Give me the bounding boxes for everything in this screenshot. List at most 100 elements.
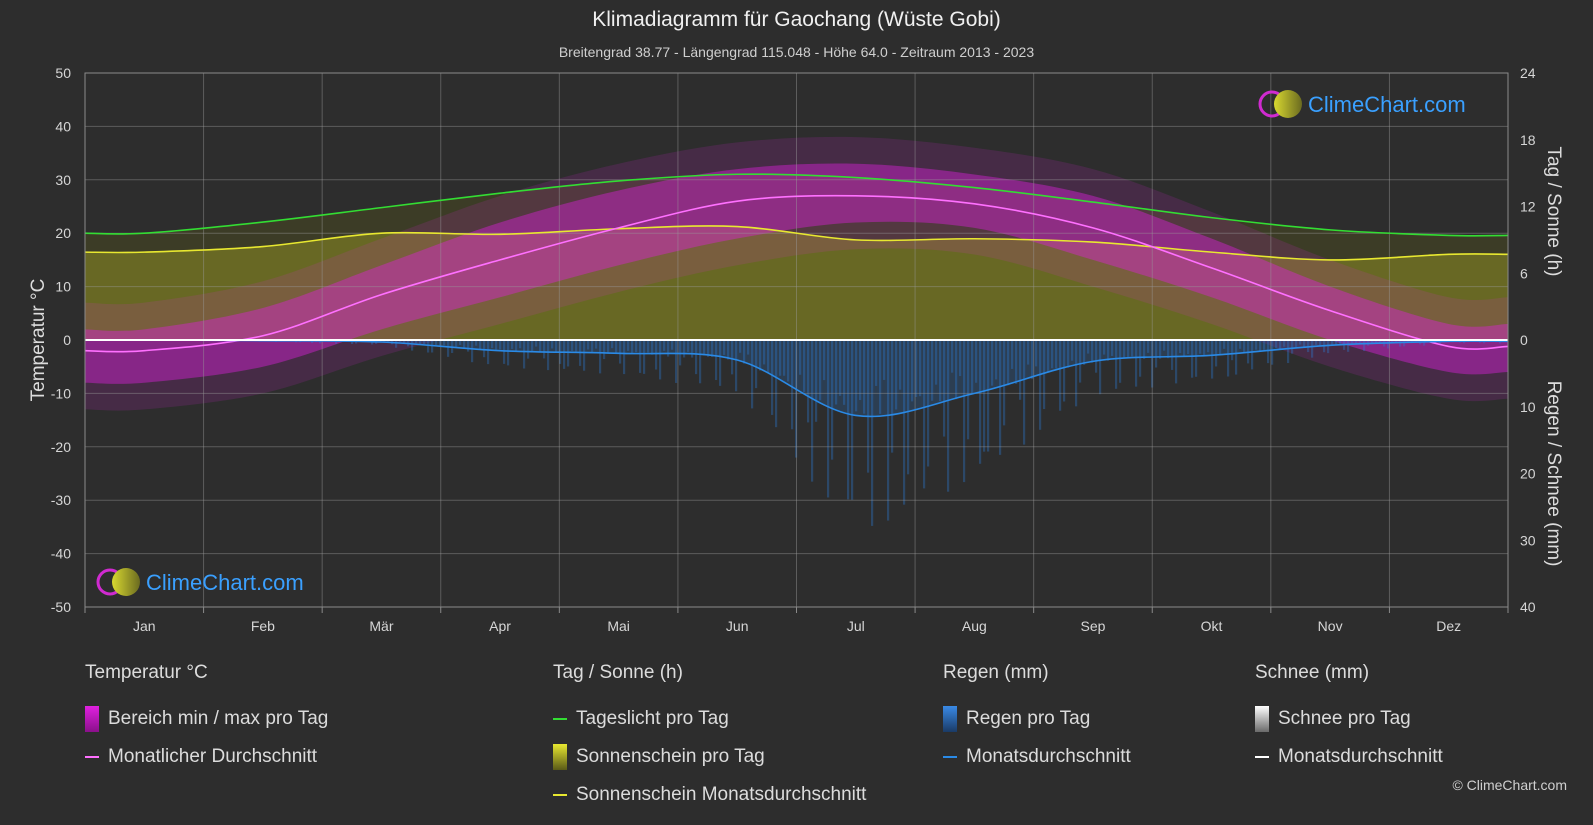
rain-day-bar	[807, 340, 810, 423]
rain-day-bar	[899, 340, 902, 390]
y-tick-left: 30	[55, 172, 71, 188]
rain-day-bar	[1059, 340, 1062, 411]
rain-day-bar	[483, 340, 486, 358]
rain-day-bar	[479, 340, 482, 350]
rain-day-bar	[1351, 340, 1354, 344]
rain-day-bar	[519, 340, 522, 349]
rain-day-bar	[1047, 340, 1050, 373]
rain-day-bar	[1051, 340, 1054, 369]
rain-day-bar	[847, 340, 850, 500]
rain-day-bar	[1111, 340, 1114, 356]
rain-day-bar	[751, 340, 754, 409]
rain-day-bar	[863, 340, 866, 414]
rain-day-bar	[531, 340, 534, 352]
temp-extreme-band	[85, 136, 1508, 411]
rain-day-bar	[591, 340, 594, 353]
rain-day-bar	[983, 340, 986, 452]
rain-day-bar	[667, 340, 670, 357]
rain-day-bar	[643, 340, 646, 374]
sunshine-swatch	[553, 744, 567, 770]
rain-day-bar	[1243, 340, 1246, 353]
legend-rain-day: Regen pro Tag	[943, 700, 1131, 738]
legend-sunshine-avg-label: Sonnenschein Monatsdurchschnitt	[576, 784, 867, 805]
legend-temp-range-label: Bereich min / max pro Tag	[108, 708, 329, 729]
legend-temperature: Temperatur °C Bereich min / max pro Tag …	[85, 662, 328, 776]
rain-day-bar	[551, 340, 554, 349]
rain-day-bar	[739, 340, 742, 353]
legend-snow-title: Schnee (mm)	[1255, 662, 1370, 683]
rain-day-bar	[1091, 340, 1094, 363]
rain-day-bar	[1287, 340, 1290, 364]
rain-day-bar	[411, 340, 414, 351]
y-tick-right-bottom: 40	[1520, 599, 1536, 615]
rain-day-bar	[387, 340, 390, 343]
rain-avg-area	[85, 339, 1508, 417]
rain-day-bar	[1275, 340, 1278, 348]
rain-day-bar	[1187, 340, 1190, 355]
rain-day-bar	[1335, 340, 1338, 345]
rain-day-bar	[811, 340, 814, 482]
rain-day-bar	[775, 340, 778, 428]
rain-day-bar	[515, 340, 518, 351]
rain-day-bar	[891, 340, 894, 453]
y-tick-left: 0	[63, 332, 71, 348]
rain-day-bar	[943, 340, 946, 437]
snow-avg-swatch	[1255, 756, 1269, 758]
rain-day-bar	[575, 340, 578, 352]
rain-day-bar	[1079, 340, 1082, 383]
rain-day-bar	[1155, 340, 1158, 368]
rain-day-bar	[1407, 340, 1410, 343]
legend-rain-title: Regen (mm)	[943, 662, 1049, 683]
rain-day-bar	[547, 340, 550, 371]
y-tick-right-bottom: 20	[1520, 466, 1536, 482]
rain-day-bar	[1007, 340, 1010, 386]
rain-day-bar	[1219, 340, 1222, 356]
x-tick-label: Sep	[1080, 618, 1105, 634]
rain-day-bar	[931, 340, 934, 401]
rain-day-bar	[1227, 340, 1230, 377]
rain-day-bar	[971, 340, 974, 394]
rain-day-bar	[755, 340, 758, 389]
rain-day-bar	[827, 340, 830, 498]
legend-snow-avg: Monatsdurchschnitt	[1255, 738, 1443, 776]
legend-sunshine-label: Sonnenschein pro Tag	[576, 746, 765, 767]
rain-day-bar	[1015, 340, 1018, 384]
rain-day-bar	[711, 340, 714, 357]
rain-day-bar	[1423, 340, 1426, 346]
logo-bottom-left: ClimeChart.com	[96, 568, 304, 596]
rain-day-bar	[503, 340, 506, 364]
rain-day-bar	[707, 340, 710, 357]
rain-day-bar	[319, 340, 322, 344]
rain-day-bar	[427, 340, 430, 353]
rain-day-bar	[1291, 340, 1294, 354]
y-tick-left: 40	[55, 118, 71, 134]
rain-day-bar	[1175, 340, 1178, 384]
rain-day-bar	[795, 340, 798, 458]
rain-day-bar	[947, 340, 950, 492]
rain-day-bar	[415, 340, 418, 344]
rain-day-bar	[599, 340, 602, 374]
rain-day-bar	[927, 340, 930, 467]
temp-range-swatch	[85, 706, 99, 732]
rain-day-bar	[631, 340, 634, 354]
legend-sunshine: Sonnenschein pro Tag	[553, 738, 866, 776]
rain-day-bar	[1019, 340, 1022, 400]
rain-day-bar	[1099, 340, 1102, 395]
rain-day-bar	[651, 340, 654, 355]
rain-day-bar	[715, 340, 718, 381]
legend-temperature-title: Temperatur °C	[85, 662, 208, 683]
rain-day-bar	[987, 340, 990, 452]
rain-day-bar	[727, 340, 730, 360]
x-tick-label: Nov	[1318, 618, 1343, 634]
rain-day-bar	[879, 340, 882, 414]
temp-avg-swatch	[85, 756, 99, 758]
rain-day-bar	[587, 340, 590, 350]
rain-day-bar	[1035, 340, 1038, 367]
rain-day-bar	[487, 340, 490, 365]
rain-avg-swatch	[943, 756, 957, 758]
rain-day-bar	[791, 340, 794, 430]
rain-day-bar	[835, 340, 838, 405]
rain-day-bar	[907, 340, 910, 475]
rain-day-bar	[859, 340, 862, 401]
rain-day-bar	[903, 340, 906, 505]
